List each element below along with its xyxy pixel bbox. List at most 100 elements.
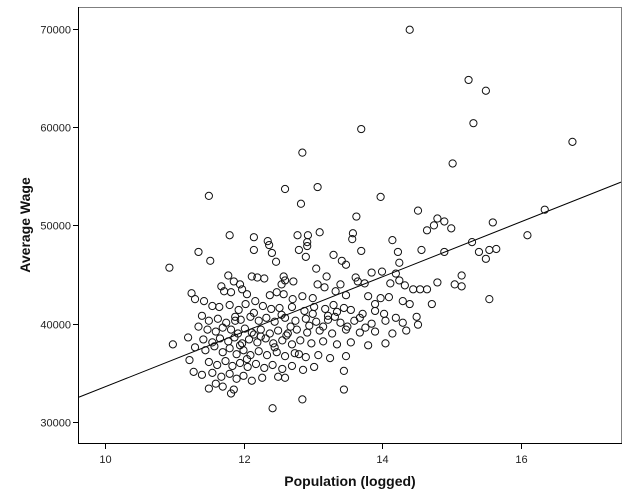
data-point <box>395 258 404 267</box>
data-point <box>228 361 237 371</box>
data-point <box>238 285 247 294</box>
data-point <box>307 339 316 348</box>
data-point <box>298 365 308 375</box>
x-axis-title: Population (logged) <box>284 473 415 489</box>
data-point <box>364 341 373 350</box>
data-point <box>221 356 230 366</box>
data-point <box>204 384 213 393</box>
data-point <box>232 350 241 359</box>
data-point <box>469 119 478 128</box>
fit-line <box>78 181 622 398</box>
data-point <box>417 245 426 255</box>
data-point <box>405 25 414 34</box>
data-point <box>331 287 340 296</box>
data-point <box>398 318 407 327</box>
x-tick-label: 12 <box>238 454 250 466</box>
data-point <box>288 295 297 304</box>
data-point <box>247 328 256 337</box>
data-point <box>568 137 577 146</box>
x-axis-ticks: 10 12 14 16 <box>99 444 528 466</box>
data-point <box>232 374 241 383</box>
data-point <box>272 348 281 357</box>
data-point <box>339 366 349 375</box>
data-point <box>364 292 373 301</box>
data-point <box>218 323 227 332</box>
data-point <box>412 312 421 321</box>
data-point <box>429 221 439 230</box>
data-point <box>395 276 404 285</box>
data-point <box>234 305 243 315</box>
data-point <box>190 295 200 304</box>
data-point <box>217 372 226 381</box>
data-point <box>384 293 394 302</box>
data-point <box>211 327 220 336</box>
data-point <box>225 231 234 240</box>
data-point <box>286 322 295 331</box>
data-point <box>287 361 297 371</box>
data-point <box>210 342 219 351</box>
data-point <box>422 226 432 235</box>
y-axis-title: Average Wage <box>17 177 33 273</box>
x-tick-label: 16 <box>515 454 527 466</box>
data-point <box>185 355 194 365</box>
data-point <box>213 360 222 370</box>
data-point <box>367 319 376 328</box>
data-point <box>258 373 267 382</box>
data-point <box>268 360 277 370</box>
data-point <box>230 333 239 342</box>
data-point <box>260 363 269 373</box>
data-point <box>440 247 449 257</box>
data-point <box>348 235 357 244</box>
data-point <box>277 280 286 289</box>
data-point <box>376 294 385 303</box>
data-point <box>270 317 279 326</box>
data-point <box>332 307 342 317</box>
data-point <box>253 338 262 347</box>
data-point <box>271 257 281 266</box>
data-point <box>274 326 283 335</box>
data-point <box>244 335 254 344</box>
data-point <box>270 343 279 352</box>
data-point <box>474 247 484 257</box>
data-point <box>447 224 456 233</box>
data-point <box>229 277 238 286</box>
data-point <box>388 329 397 338</box>
data-point <box>457 271 466 280</box>
data-point <box>330 312 340 321</box>
data-point <box>348 229 358 238</box>
data-point <box>280 352 290 361</box>
data-point <box>329 300 338 310</box>
data-point <box>332 340 342 349</box>
data-point <box>251 359 261 369</box>
data-point <box>277 310 286 319</box>
data-point <box>355 313 364 322</box>
data-point <box>329 250 338 259</box>
data-point <box>260 274 269 283</box>
data-point <box>400 281 409 290</box>
data-point <box>323 315 333 324</box>
y-tick-label: 50000 <box>40 221 71 233</box>
data-point <box>315 228 324 237</box>
data-point <box>294 245 303 255</box>
data-point <box>313 280 322 289</box>
data-point <box>224 271 233 280</box>
data-point <box>319 322 328 331</box>
data-point <box>298 395 307 404</box>
data-point <box>402 326 411 335</box>
data-point <box>464 75 473 85</box>
data-point <box>251 296 260 306</box>
data-point <box>239 371 248 380</box>
data-point <box>301 353 310 362</box>
data-point <box>197 311 207 320</box>
data-point <box>278 336 287 345</box>
data-point <box>289 277 298 286</box>
data-point <box>280 184 290 194</box>
data-point <box>467 238 477 247</box>
data-point <box>360 279 369 288</box>
data-point <box>320 283 329 292</box>
data-point <box>303 241 312 251</box>
data-point <box>413 206 423 215</box>
data-point <box>361 323 370 332</box>
data-point <box>265 329 274 338</box>
data-point <box>398 296 407 306</box>
